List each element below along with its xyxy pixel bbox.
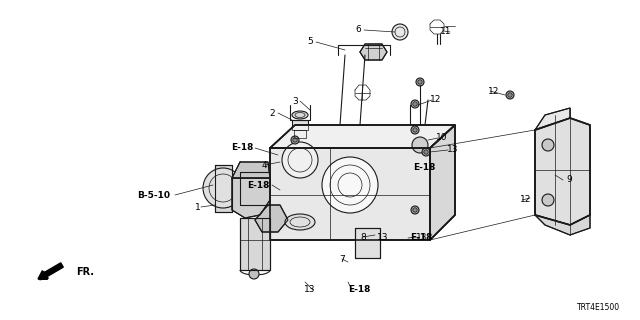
Polygon shape	[535, 118, 590, 225]
Polygon shape	[355, 228, 380, 258]
Circle shape	[508, 93, 512, 97]
Text: 13: 13	[304, 285, 316, 294]
Circle shape	[411, 206, 419, 214]
Circle shape	[506, 91, 514, 99]
Polygon shape	[535, 108, 570, 130]
Circle shape	[203, 168, 243, 208]
Polygon shape	[232, 178, 270, 218]
Text: 11: 11	[440, 27, 451, 36]
Text: 6: 6	[355, 26, 361, 35]
Text: 10: 10	[436, 133, 447, 142]
Polygon shape	[270, 125, 455, 148]
Circle shape	[412, 137, 428, 153]
Polygon shape	[360, 44, 387, 60]
Circle shape	[293, 138, 297, 142]
Text: 12: 12	[520, 196, 531, 204]
Circle shape	[322, 157, 378, 213]
Text: 9: 9	[566, 175, 572, 185]
Polygon shape	[430, 125, 455, 240]
Text: 5: 5	[307, 37, 313, 46]
Circle shape	[416, 78, 424, 86]
Circle shape	[392, 24, 408, 40]
Circle shape	[542, 194, 554, 206]
Text: B-5-10: B-5-10	[137, 190, 170, 199]
Text: 13: 13	[416, 233, 428, 242]
Text: E-18: E-18	[413, 163, 435, 172]
Circle shape	[282, 142, 318, 178]
Text: 12: 12	[430, 95, 442, 105]
Text: FR.: FR.	[76, 267, 94, 277]
FancyArrow shape	[38, 263, 63, 279]
Text: 7: 7	[339, 254, 345, 263]
Circle shape	[413, 208, 417, 212]
Text: E-18: E-18	[248, 180, 270, 189]
Ellipse shape	[285, 214, 315, 230]
Circle shape	[249, 269, 259, 279]
Polygon shape	[232, 162, 270, 178]
Polygon shape	[270, 148, 430, 240]
Circle shape	[291, 136, 299, 144]
Text: 12: 12	[488, 86, 499, 95]
Text: 4: 4	[261, 161, 267, 170]
Circle shape	[413, 128, 417, 132]
Ellipse shape	[292, 111, 308, 119]
Text: E-18: E-18	[348, 285, 371, 294]
Text: 2: 2	[269, 108, 275, 117]
Circle shape	[411, 126, 419, 134]
Circle shape	[424, 150, 428, 154]
Text: 3: 3	[292, 97, 298, 106]
Polygon shape	[294, 130, 306, 138]
Polygon shape	[255, 205, 288, 232]
Circle shape	[418, 80, 422, 84]
Polygon shape	[215, 165, 232, 212]
Text: 8: 8	[360, 233, 366, 242]
Text: 13: 13	[447, 146, 458, 155]
Circle shape	[422, 148, 430, 156]
Circle shape	[542, 139, 554, 151]
Polygon shape	[240, 218, 270, 270]
Text: TRT4E1500: TRT4E1500	[577, 303, 620, 313]
Text: 13: 13	[377, 233, 388, 242]
Circle shape	[411, 100, 419, 108]
Polygon shape	[535, 215, 590, 235]
Polygon shape	[292, 120, 308, 130]
Text: 1: 1	[195, 203, 201, 212]
Text: E-18: E-18	[410, 233, 433, 242]
Text: E-18: E-18	[232, 143, 254, 153]
Circle shape	[413, 102, 417, 106]
